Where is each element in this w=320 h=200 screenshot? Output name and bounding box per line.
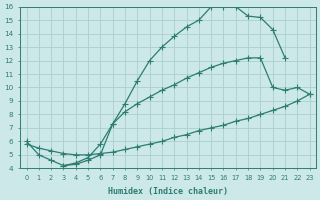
X-axis label: Humidex (Indice chaleur): Humidex (Indice chaleur) — [108, 187, 228, 196]
